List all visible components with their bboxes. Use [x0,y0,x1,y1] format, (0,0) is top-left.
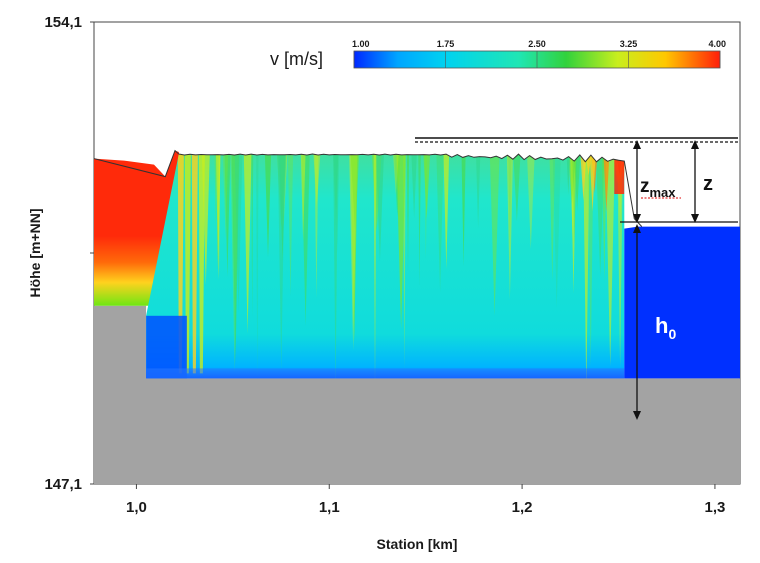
velocity-streak [231,154,240,365]
annotations: zmax z h0 [415,137,738,420]
velocity-streak [552,154,561,308]
y-tick-label: 154,1 [44,14,82,31]
velocity-streak [568,154,576,205]
colorbar-tick-label: 2.50 [528,39,546,49]
h0-arrowhead-top [633,224,641,233]
velocity-streak [393,154,399,195]
velocity-streak [191,154,198,374]
zmax-label: zmax [640,176,676,200]
velocity-streak [617,154,623,369]
colorbar-title: v [m/s] [270,49,323,69]
field-layer [94,149,740,484]
x-axis-ticks: 1,0 1,1 1,2 1,3 [126,484,725,516]
velocity-streak [350,154,360,230]
velocity-streak [251,154,254,319]
velocity-streak [436,154,444,293]
flow-field-main [146,154,625,379]
velocity-streak [396,154,406,330]
velocity-streak [256,154,259,379]
x-axis-label: Station [km] [377,536,458,552]
velocity-streak [313,154,321,207]
y-axis-label: Höhe [m+NN] [27,208,43,297]
x-tick-label: 1,3 [705,499,726,516]
velocity-streak [566,154,570,195]
ground-bed [94,305,740,484]
colorbar-tick-label: 4.00 [708,39,726,49]
velocity-streak [216,154,221,281]
velocity-streak [583,154,590,379]
x-tick-label: 1,0 [126,499,147,516]
velocity-streak [287,154,294,296]
y-axis-ticks: 154,1 147,1 [44,14,94,493]
y-tick-label: 147,1 [44,476,82,493]
velocity-streak [476,154,481,229]
z-label: z [703,173,713,195]
velocity-streak [411,154,417,219]
colorbar-tick-label: 1.75 [437,39,455,49]
velocity-streak [222,154,229,239]
velocity-streak [406,154,410,272]
velocity-streak [605,154,615,367]
velocity-streak [580,154,587,201]
velocity-streak [549,154,556,282]
z-arrowhead-bottom [691,214,699,223]
velocity-streak [461,154,466,266]
velocity-streak [333,154,338,379]
velocity-streak [573,154,581,211]
zmax-arrowhead-bottom [633,214,641,223]
colorbar-tick-label: 1.00 [352,39,370,49]
colorbar: v [m/s] 1.00 1.75 2.50 3.25 4.00 [270,39,726,69]
step-low-velocity-zone [146,315,187,379]
velocity-streak [277,154,285,372]
velocity-streak [506,154,513,300]
h0-arrowhead-bottom [633,411,641,420]
zmax-arrowhead-top [633,140,641,149]
velocity-streak [234,154,243,312]
x-tick-label: 1,2 [512,499,533,516]
water-surface-line [94,149,643,227]
velocity-streak [423,154,430,219]
velocity-streak [513,154,521,222]
colorbar-ticks: 1.00 1.75 2.50 3.25 4.00 [352,39,726,68]
colorbar-tick-label: 3.25 [620,39,638,49]
velocity-streak [376,154,384,262]
velocity-streak [418,154,421,287]
velocity-streak [224,154,231,277]
velocity-streak [198,154,205,374]
bottom-low-velocity-band [146,368,625,379]
x-tick-label: 1,1 [319,499,340,516]
velocity-streak [527,154,535,250]
velocity-streak [596,154,605,277]
velocity-streak [243,154,252,334]
velocity-streak [373,154,377,379]
weir-crest-hotspot [614,154,625,194]
velocity-streak [489,154,500,316]
velocity-streak [587,154,594,367]
velocity-streak [300,154,306,241]
velocity-streak [572,154,577,244]
z-arrowhead-top [691,140,699,149]
velocity-streak [589,154,596,212]
velocity-streak [264,154,272,257]
velocity-streaks [146,154,625,379]
velocity-streak [603,154,610,212]
tailwater-zone [624,226,740,379]
h0-label: h0 [655,313,676,342]
velocity-streak [443,154,450,270]
